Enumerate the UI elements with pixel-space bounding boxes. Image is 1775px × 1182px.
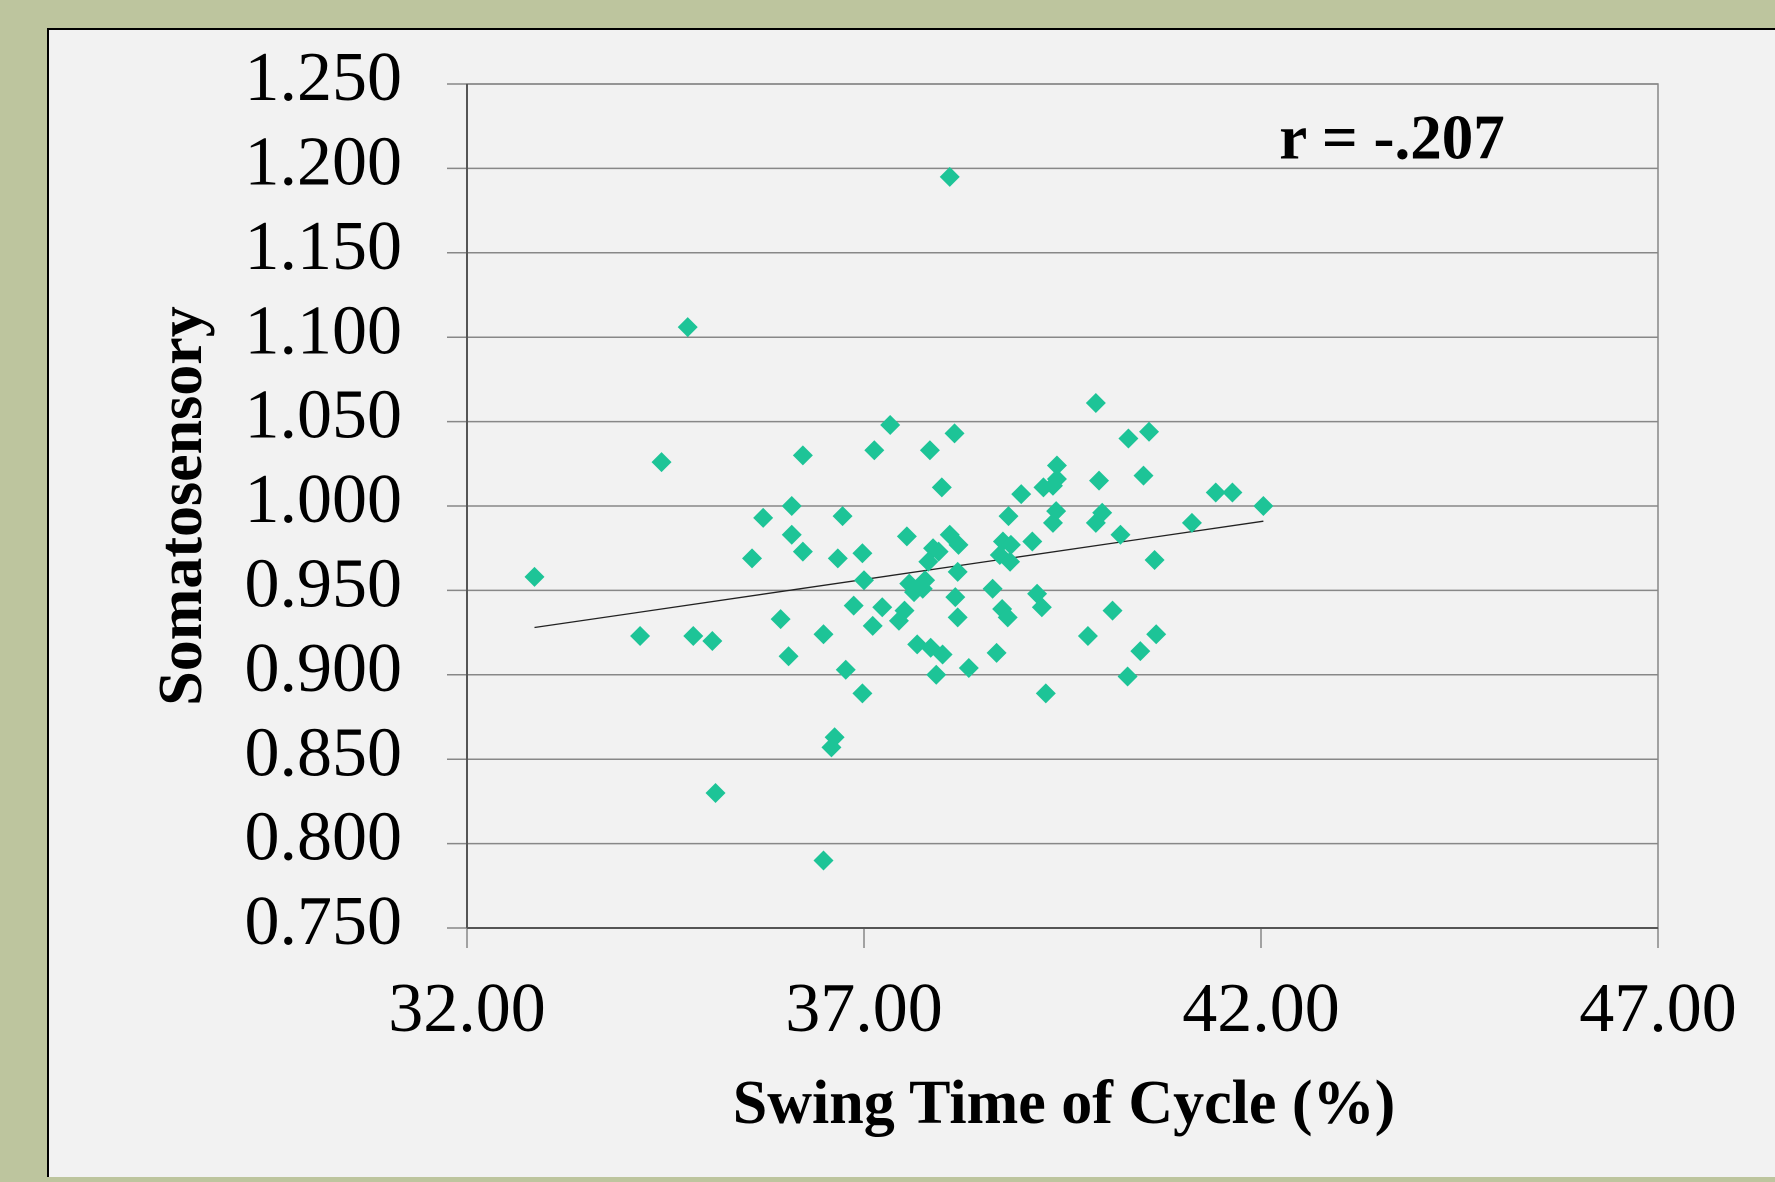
- point: [1085, 393, 1106, 414]
- point: [1046, 501, 1067, 522]
- point: [872, 597, 893, 618]
- point: [1130, 641, 1151, 662]
- y-tick-label: 0.900: [245, 630, 403, 707]
- x-axis-title: Swing Time of Cycle (%): [733, 1069, 1395, 1137]
- point: [862, 615, 883, 636]
- y-tick-label: 0.850: [245, 714, 403, 791]
- point: [792, 541, 813, 562]
- point: [896, 526, 917, 547]
- point: [781, 524, 802, 545]
- point: [945, 587, 966, 608]
- point: [1110, 524, 1131, 545]
- point: [852, 543, 873, 564]
- point: [864, 440, 885, 461]
- point: [931, 477, 952, 498]
- x-tick-label: 32.00: [388, 970, 546, 1047]
- point: [742, 548, 763, 569]
- point: [947, 561, 968, 582]
- y-axis-title: Somatosensory: [147, 306, 215, 706]
- y-tick-label: 1.250: [245, 39, 403, 116]
- point: [827, 548, 848, 569]
- point: [792, 445, 813, 466]
- trendline: [534, 520, 1264, 629]
- point: [753, 507, 774, 528]
- point: [1146, 624, 1167, 645]
- point: [1022, 531, 1043, 552]
- y-tick-label: 1.200: [245, 123, 403, 200]
- point: [1117, 666, 1138, 687]
- point: [1205, 482, 1226, 503]
- x-tick-label: 42.00: [1182, 970, 1340, 1047]
- point: [813, 850, 834, 871]
- point: [986, 642, 1007, 663]
- point: [1000, 534, 1021, 555]
- point: [677, 317, 698, 338]
- point: [919, 440, 940, 461]
- x-tick-label: 47.00: [1579, 970, 1737, 1047]
- point: [524, 566, 545, 587]
- point: [835, 659, 856, 680]
- point: [1046, 455, 1067, 476]
- point: [1133, 465, 1154, 486]
- y-tick-label: 1.150: [245, 208, 403, 285]
- point: [813, 624, 834, 645]
- point: [932, 644, 953, 665]
- point: [1046, 468, 1067, 489]
- point: [1102, 600, 1123, 621]
- point: [928, 541, 949, 562]
- point: [1089, 470, 1110, 491]
- y-tick-label: 0.750: [245, 883, 403, 960]
- point: [651, 452, 672, 473]
- y-tick-label: 1.050: [245, 377, 403, 454]
- point: [854, 570, 874, 591]
- annotation: r = -.207: [1279, 102, 1504, 172]
- point: [1118, 428, 1139, 449]
- point: [1222, 482, 1243, 503]
- y-tick-label: 0.950: [245, 545, 403, 622]
- point: [998, 506, 1019, 527]
- point: [948, 534, 969, 555]
- point: [832, 506, 853, 527]
- point: [1011, 484, 1032, 505]
- point: [852, 683, 873, 704]
- y-tick-label: 0.800: [245, 799, 403, 876]
- point: [702, 631, 723, 652]
- point: [939, 166, 960, 187]
- point: [1000, 551, 1021, 572]
- point: [770, 609, 791, 630]
- x-tick-label: 37.00: [785, 970, 943, 1047]
- point: [1031, 597, 1052, 618]
- point: [1092, 502, 1113, 523]
- point: [907, 634, 928, 655]
- point: [1139, 421, 1160, 442]
- point: [880, 414, 901, 435]
- point: [1253, 496, 1274, 516]
- point: [958, 658, 979, 679]
- point: [997, 607, 1018, 628]
- point: [824, 727, 845, 748]
- point: [926, 664, 947, 685]
- panel: [47, 28, 1775, 1182]
- point: [944, 423, 965, 444]
- point: [1144, 550, 1165, 571]
- point: [1181, 512, 1202, 533]
- point: [781, 496, 802, 516]
- point: [894, 600, 915, 621]
- point: [630, 625, 651, 646]
- point: [915, 570, 936, 591]
- point: [683, 625, 704, 646]
- y-tick-label: 1.100: [245, 292, 403, 369]
- point: [778, 646, 799, 667]
- point: [1035, 683, 1056, 704]
- point: [1077, 625, 1098, 646]
- point: [947, 607, 968, 628]
- point: [705, 782, 726, 803]
- point: [843, 595, 864, 616]
- y-tick-label: 1.000: [245, 461, 403, 538]
- point: [982, 578, 1003, 599]
